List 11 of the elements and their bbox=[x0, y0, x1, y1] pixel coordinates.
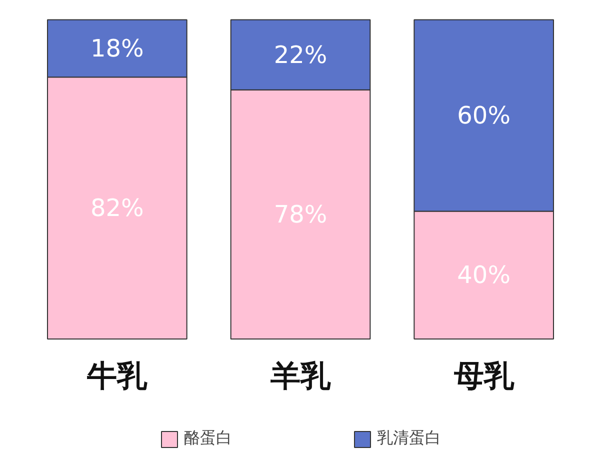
legend-label: 酪蛋白 bbox=[184, 428, 232, 449]
text: 22% bbox=[274, 40, 328, 69]
text: 78% bbox=[274, 200, 328, 228]
legend-label: 乳清蛋白 bbox=[377, 428, 441, 449]
x-tick-label: 牛乳 bbox=[86, 358, 148, 394]
text: 82% bbox=[90, 194, 144, 222]
text: 40% bbox=[457, 261, 511, 290]
text: 18% bbox=[90, 34, 144, 62]
text: 60% bbox=[457, 101, 511, 130]
x-tick-label: 母乳 bbox=[452, 358, 515, 394]
x-tick-label: 羊乳 bbox=[270, 358, 332, 394]
